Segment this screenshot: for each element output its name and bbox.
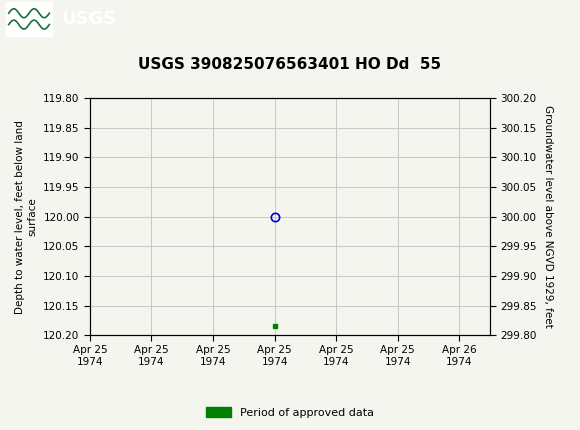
Text: USGS: USGS xyxy=(61,10,116,28)
Y-axis label: Depth to water level, feet below land
surface: Depth to water level, feet below land su… xyxy=(15,120,38,313)
Text: USGS 390825076563401 HO Dd  55: USGS 390825076563401 HO Dd 55 xyxy=(139,57,441,72)
Bar xyxy=(6,2,52,36)
Y-axis label: Groundwater level above NGVD 1929, feet: Groundwater level above NGVD 1929, feet xyxy=(542,105,553,328)
Legend: Period of approved data: Period of approved data xyxy=(202,403,378,422)
